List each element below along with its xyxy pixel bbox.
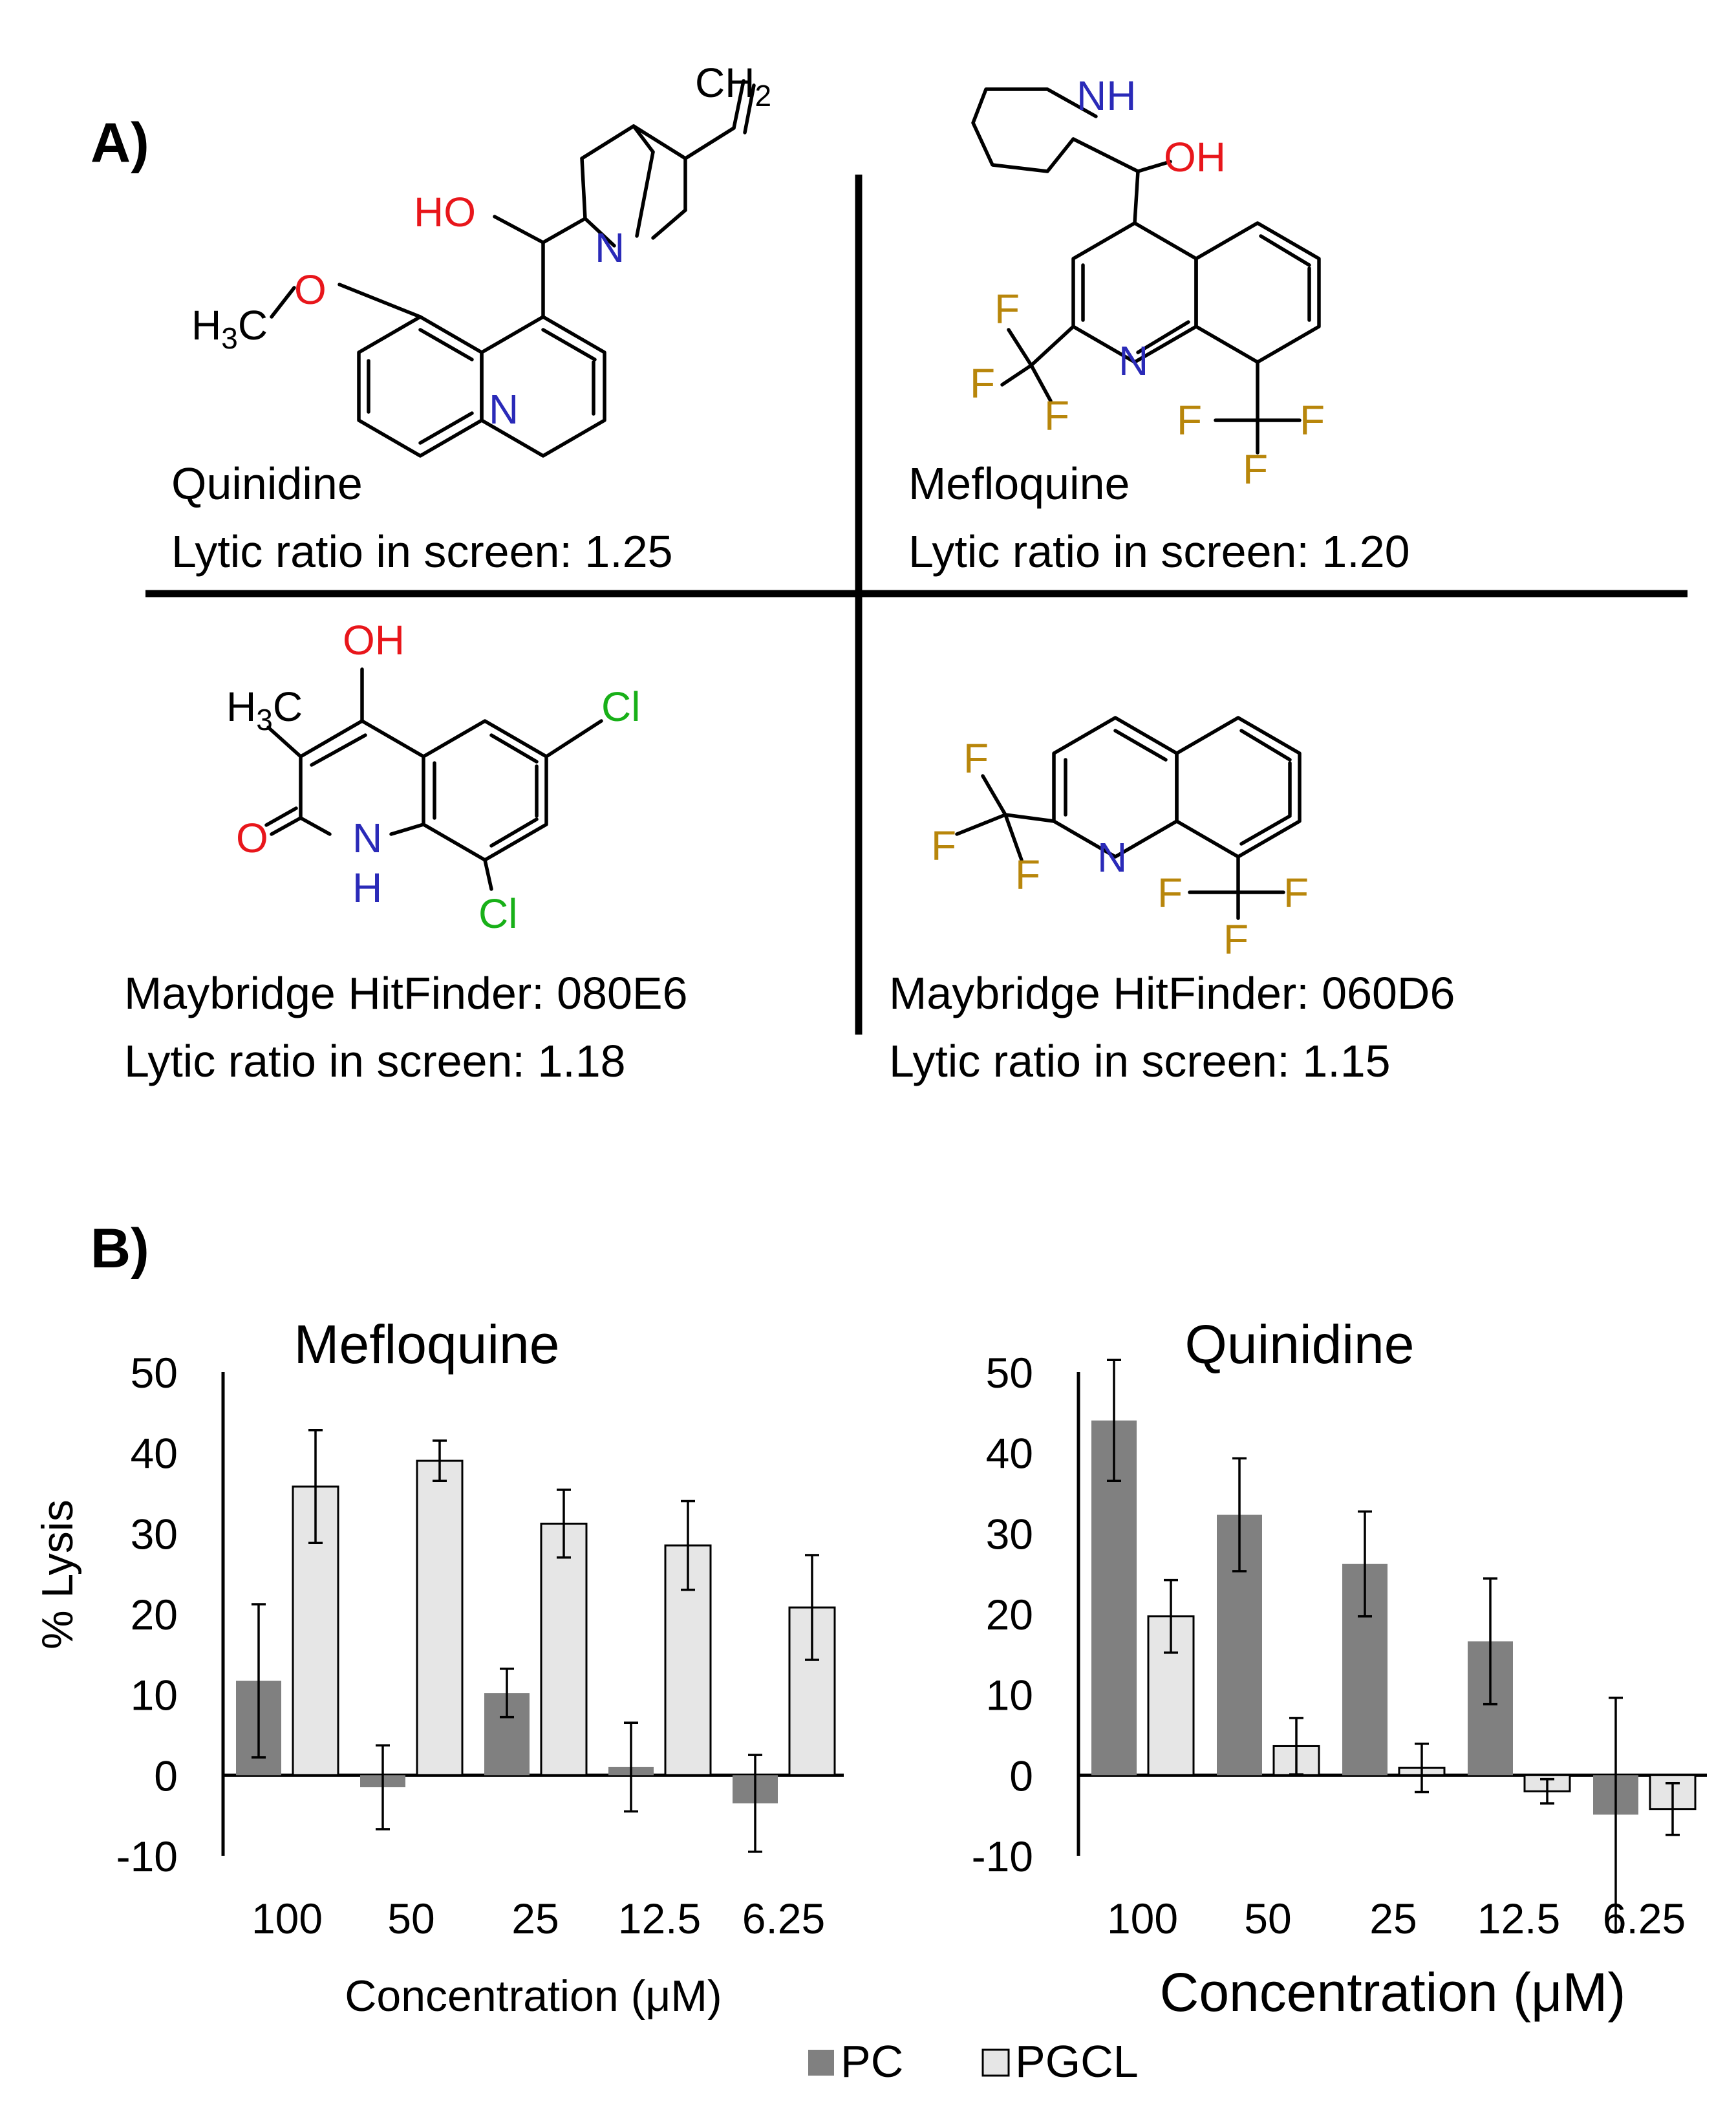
y-tick-label: 30 [131, 1510, 178, 1558]
legend-label-pgcl: PGCL [1015, 2036, 1139, 2087]
atom-label: N [489, 386, 519, 433]
chart-title: Quinidine [1185, 1314, 1415, 1375]
atom-label: F [970, 360, 995, 407]
x-tick-label: 12.5 [1477, 1895, 1560, 1942]
legend-swatch-pc [808, 2050, 834, 2076]
atom-label: O [294, 266, 327, 313]
atom-label: OH [1164, 134, 1226, 180]
x-tick-label: 12.5 [618, 1895, 701, 1942]
legend: PC PGCL [808, 2036, 1139, 2087]
atom-label: F [1283, 870, 1309, 916]
bar-pgcl [540, 1522, 588, 1776]
atom-label: H3C [191, 302, 268, 355]
panel-b-label: B) [91, 1218, 149, 1280]
atom-label: N [352, 815, 382, 861]
atom-label: H [352, 865, 382, 911]
y-tick-label: 40 [986, 1430, 1033, 1478]
y-tick-label: 0 [154, 1752, 178, 1800]
y-tick-label: 50 [131, 1349, 178, 1397]
lytic-ratio: Lytic ratio in screen: 1.18 [124, 1036, 626, 1086]
y-tick-label: 40 [131, 1430, 178, 1478]
atom-label: F [1300, 397, 1325, 444]
mefloquine-structure [971, 87, 1321, 455]
y-tick-label: 20 [986, 1591, 1033, 1639]
atom-label: NH [1077, 72, 1136, 119]
atom-label: F [963, 735, 989, 782]
y-tick-label: 20 [131, 1591, 178, 1639]
atom-label: Cl [478, 890, 517, 937]
atom-label: F [1243, 446, 1268, 493]
x-tick-label: 50 [387, 1895, 434, 1942]
080e6-structure [264, 667, 603, 891]
atom-label: F [1044, 392, 1069, 439]
compound-name: Maybridge HitFinder: 080E6 [124, 968, 688, 1018]
x-axis-label: Concentration (μM) [1160, 1962, 1626, 2023]
atom-label: OH [343, 617, 405, 663]
atom-label: F [994, 286, 1020, 332]
atom-label: N [1097, 834, 1127, 881]
legend-swatch-pgcl [981, 2048, 1010, 2077]
panel-a-label: A) [91, 112, 149, 174]
compound-name: Mefloquine [908, 458, 1130, 509]
atom-label: F [1223, 916, 1248, 963]
y-tick-label: 50 [986, 1349, 1033, 1397]
quinidine-structure [270, 79, 756, 458]
y-tick-label: 30 [986, 1510, 1033, 1558]
atom-label: O [236, 815, 268, 861]
x-tick-label: 50 [1244, 1895, 1291, 1942]
x-tick-label: 6.25 [742, 1895, 825, 1942]
compound-name: Quinidine [171, 458, 363, 509]
x-tick-label: 25 [1369, 1895, 1417, 1942]
atom-label: F [1015, 852, 1040, 898]
atom-label: F [1177, 397, 1202, 444]
x-tick-label: 100 [1107, 1895, 1178, 1942]
lytic-ratio: Lytic ratio in screen: 1.25 [171, 526, 673, 577]
y-tick-label: 0 [1009, 1752, 1033, 1800]
lytic-ratio: Lytic ratio in screen: 1.20 [908, 526, 1410, 577]
compound-name: Maybridge HitFinder: 060D6 [889, 968, 1455, 1018]
x-tick-label: 25 [511, 1895, 559, 1942]
atom-label: N [1119, 338, 1148, 384]
lytic-ratio: Lytic ratio in screen: 1.15 [889, 1036, 1391, 1086]
atom-label: H3C [226, 683, 303, 736]
atom-label: HO [414, 189, 476, 235]
chart-title: Mefloquine [294, 1314, 560, 1375]
atom-label: F [931, 822, 956, 869]
bar-pgcl [416, 1459, 464, 1776]
atom-label: F [1157, 870, 1183, 916]
060d6-structure [955, 716, 1302, 920]
legend-label-pc: PC [841, 2036, 903, 2087]
x-tick-label: 100 [252, 1895, 323, 1942]
atom-label: CH2 [695, 59, 771, 113]
x-axis-label: Concentration (μM) [345, 1972, 722, 2021]
x-tick-label: 6.25 [1603, 1895, 1686, 1942]
y-tick-label: 10 [986, 1671, 1033, 1719]
y-tick-label: -10 [116, 1832, 178, 1880]
atom-label: N [595, 224, 625, 271]
y-tick-label: 10 [131, 1671, 178, 1719]
y-axis-label: % Lysis [33, 1499, 82, 1650]
y-tick-label: -10 [972, 1832, 1033, 1880]
atom-label: Cl [601, 683, 640, 730]
